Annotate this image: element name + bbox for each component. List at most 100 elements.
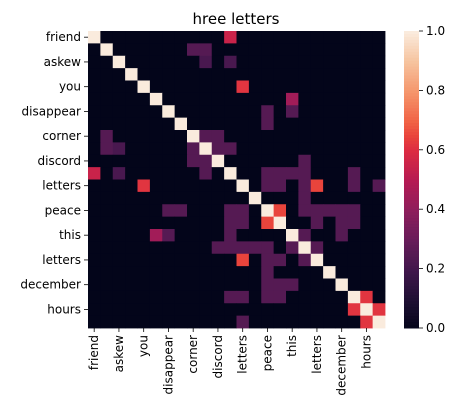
heatmap-cell: [174, 253, 188, 267]
heatmap-cell: [286, 117, 299, 131]
heatmap-cell: [211, 43, 225, 57]
heatmap-cell: [100, 204, 114, 218]
heatmap-cell: [286, 105, 299, 119]
heatmap-cell: [298, 80, 312, 94]
heatmap-cell: [236, 315, 250, 329]
heatmap-cell: [199, 142, 213, 156]
heatmap-cell: [347, 216, 361, 230]
heatmap-cell: [88, 229, 101, 242]
heatmap-cell: [298, 68, 312, 81]
heatmap-cell: [360, 229, 374, 242]
colorbar-segment: [404, 307, 419, 311]
heatmap-cell: [162, 43, 176, 57]
heatmap-cell: [360, 278, 374, 292]
heatmap-cell: [248, 204, 262, 218]
heatmap-cell: [149, 167, 163, 180]
heatmap-cell: [236, 117, 250, 131]
heatmap-cell: [199, 105, 213, 119]
colorbar-segment: [404, 298, 419, 302]
heatmap-cell: [162, 167, 176, 180]
heatmap-cell: [137, 117, 151, 131]
colorbar-segment: [404, 161, 419, 166]
heatmap-cell: [372, 167, 386, 180]
heatmap-cell: [149, 241, 163, 255]
heatmap-cell: [335, 142, 349, 156]
colorbar-segment: [404, 209, 419, 213]
heatmap-cell: [137, 154, 151, 168]
heatmap-cell: [236, 80, 250, 94]
heatmap-cell: [88, 216, 101, 230]
heatmap-cell: [174, 229, 188, 242]
heatmap-cell: [273, 303, 287, 317]
heatmap-cell: [112, 92, 126, 106]
heatmap-cell: [137, 278, 151, 292]
heatmap-cell: [261, 253, 275, 267]
heatmap-cell: [372, 290, 386, 304]
heatmap-cell: [88, 68, 101, 81]
heatmap-cell: [236, 105, 250, 119]
colorbar-segment: [404, 286, 419, 290]
heatmap-cell: [224, 142, 237, 156]
heatmap-cell: [199, 68, 213, 81]
heatmap-cell: [149, 105, 163, 119]
heatmap-cell: [323, 278, 336, 292]
heatmap-cell: [88, 154, 101, 168]
colorbar-segment: [404, 319, 419, 323]
heatmap-cell: [323, 43, 336, 57]
heatmap-cell: [211, 130, 225, 143]
heatmap-cell: [310, 31, 324, 44]
heatmap-cell: [360, 130, 374, 143]
colorbar-segment: [404, 149, 419, 154]
heatmap-cell: [112, 266, 126, 279]
colorbar-segment: [404, 212, 419, 216]
heatmap-cell: [224, 117, 237, 131]
heatmap-cell: [100, 43, 114, 57]
heatmap-cell: [298, 303, 312, 317]
colorbar-segment: [404, 155, 419, 160]
heatmap-cell: [347, 31, 361, 44]
heatmap-cell: [286, 253, 299, 267]
x-tick-label: askew: [112, 335, 126, 373]
heatmap-cell: [248, 68, 262, 81]
heatmap-cell: [248, 154, 262, 168]
heatmap-cell: [199, 31, 213, 44]
heatmap-cell: [347, 303, 361, 317]
heatmap-cell: [360, 80, 374, 94]
heatmap-cell: [261, 216, 275, 230]
heatmap-cell: [273, 55, 287, 69]
heatmap-cell: [335, 105, 349, 119]
heatmap-cell: [174, 105, 188, 119]
heatmap-cell: [310, 179, 324, 193]
heatmap-cell: [335, 303, 349, 317]
heatmap-cell: [323, 130, 336, 143]
heatmap-cell: [88, 191, 101, 205]
colorbar-segment: [404, 262, 419, 267]
colorbar-segment: [404, 238, 419, 243]
heatmap-cell: [286, 191, 299, 205]
heatmap-cell: [112, 241, 126, 255]
heatmap-cell: [187, 290, 200, 304]
heatmap-cell: [273, 253, 287, 267]
colorbar-segment: [404, 283, 419, 287]
heatmap-cell: [286, 31, 299, 44]
colorbar-segment: [404, 158, 419, 163]
heatmap-cell: [224, 43, 237, 57]
heatmap-cell: [372, 154, 386, 168]
heatmap-cell: [323, 31, 336, 44]
heatmap-cell: [224, 290, 237, 304]
heatmap-cell: [335, 290, 349, 304]
heatmap-cell: [347, 117, 361, 131]
colorbar-segment: [404, 182, 419, 186]
colorbar-segment: [404, 140, 419, 145]
heatmap-cell: [335, 266, 349, 279]
heatmap-cell: [137, 68, 151, 81]
heatmap-cell: [174, 191, 188, 205]
heatmap-cell: [273, 154, 287, 168]
heatmap-cell: [100, 31, 114, 44]
colorbar-segment: [404, 36, 419, 41]
colorbar-segment: [404, 227, 419, 231]
heatmap-cell: [100, 179, 114, 193]
colorbar: 0.0 0.2 0.4 0.6 0.8 1.0: [404, 24, 445, 335]
heatmap-cell: [286, 278, 299, 292]
heatmap-cell: [88, 80, 101, 94]
